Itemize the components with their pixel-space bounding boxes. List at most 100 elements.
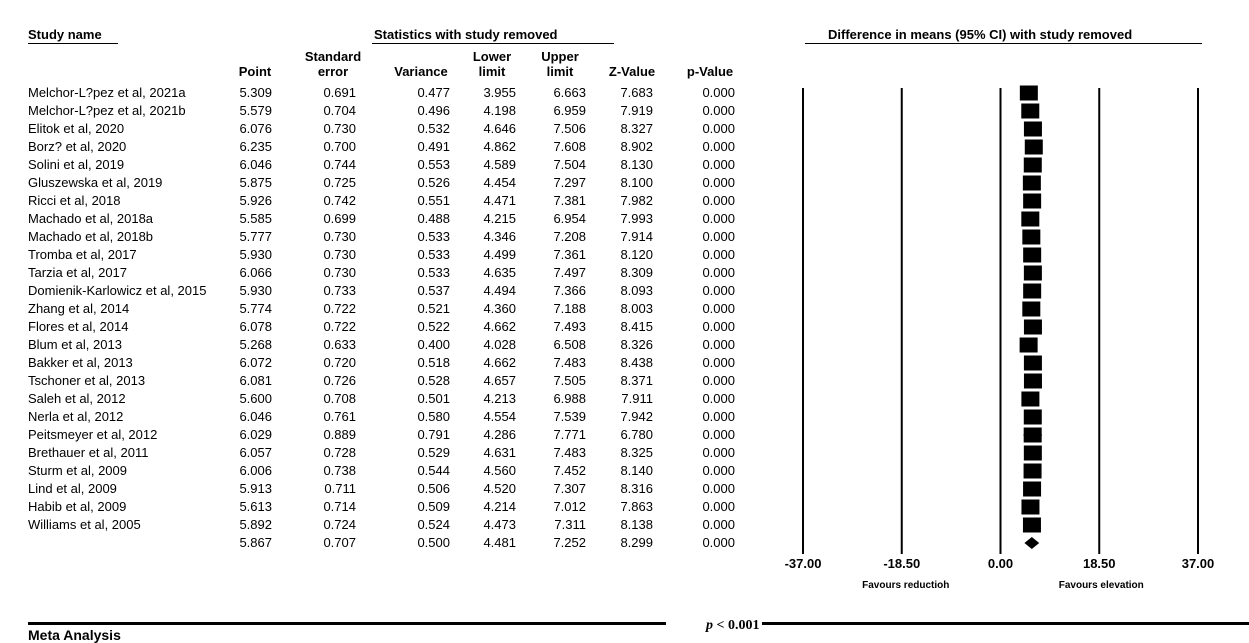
study-name-cell: Blum et al, 2013 [28,337,122,352]
z-cell: 8.316 [620,481,653,496]
z-cell: 8.138 [620,517,653,532]
z-cell: 8.371 [620,373,653,388]
point-cell: 5.930 [239,247,272,262]
se-cell: 0.714 [323,499,356,514]
study-name-cell: Melchor-L?pez et al, 2021a [28,85,186,100]
z-cell: 8.140 [620,463,653,478]
x-tick-label: 18.50 [1083,556,1116,571]
lower-cell: 4.286 [483,427,516,442]
p-cell: 0.000 [702,301,735,316]
se-cell: 0.730 [323,247,356,262]
study-marker [1023,319,1042,335]
table-row: Gluszewska et al, 2019 5.875 0.725 0.526 4.4… [0,174,760,192]
study-name-cell: Sturm et al, 2009 [28,463,127,478]
se-cell: 0.700 [323,139,356,154]
study-marker [1023,373,1042,389]
lower-cell: 3.955 [483,85,516,100]
lower-cell: 4.554 [483,409,516,424]
study-name-cell: Lind et al, 2009 [28,481,117,496]
z-cell: 7.914 [620,229,653,244]
variance-cell: 0.518 [417,355,450,370]
point-cell: 5.579 [239,103,272,118]
study-marker [1023,121,1042,137]
study-name-cell: Saleh et al, 2012 [28,391,126,406]
lower-cell: 4.662 [483,319,516,334]
z-cell: 8.093 [620,283,653,298]
study-marker [1023,409,1042,425]
z-cell: 8.120 [620,247,653,262]
point-cell: 5.892 [239,517,272,532]
p-cell: 0.000 [702,337,735,352]
lower-cell: 4.589 [483,157,516,172]
favours-left-label: Favours reductioh [862,580,949,591]
p-cell: 0.000 [702,103,735,118]
p-threshold: < 0.001 [713,618,760,633]
x-tick-label: 0.00 [988,556,1013,571]
se-cell: 0.733 [323,283,356,298]
p-cell: 0.000 [702,535,735,550]
variance-cell: 0.533 [417,247,450,262]
se-cell: 0.730 [323,121,356,136]
study-name-cell: Nerla et al, 2012 [28,409,124,424]
study-marker [1024,139,1043,155]
upper-cell: 7.539 [553,409,586,424]
study-marker [1021,499,1040,515]
p-cell: 0.000 [702,463,735,478]
upper-cell: 7.505 [553,373,586,388]
lower-cell: 4.560 [483,463,516,478]
table-row: Saleh et al, 2012 5.600 0.708 0.501 4.213 6.9… [0,390,760,408]
upper-cell: 7.188 [553,301,586,316]
p-cell: 0.000 [702,229,735,244]
se-cell: 0.720 [323,355,356,370]
upper-cell: 6.663 [553,85,586,100]
p-cell: 0.000 [702,265,735,280]
se-cell: 0.633 [323,337,356,352]
column-header-lower-line: Lower [472,49,512,64]
upper-cell: 6.508 [553,337,586,352]
z-cell: 8.415 [620,319,653,334]
se-cell: 0.761 [323,409,356,424]
study-marker [1019,337,1038,353]
z-cell: 8.130 [620,157,653,172]
study-name-cell: Brethauer et al, 2011 [28,445,149,460]
variance-cell: 0.524 [417,517,450,532]
x-tick-label: 37.00 [1182,556,1215,571]
plot-group-underline [805,43,1202,44]
upper-cell: 7.311 [554,517,586,532]
table-row: Brethauer et al, 2011 6.057 0.728 0.529 4.63… [0,444,760,462]
table-row: Nerla et al, 2012 6.046 0.761 0.580 4.554 7.5… [0,408,760,426]
p-cell: 0.000 [702,355,735,370]
variance-cell: 0.526 [417,175,450,190]
column-header-z: Z-Value [587,49,677,79]
p-cell: 0.000 [702,139,735,154]
study-name-cell: Zhang et al, 2014 [28,301,130,316]
upper-cell: 7.771 [553,427,586,442]
p-cell: 0.000 [702,499,735,514]
table-row: Borz? et al, 2020 6.235 0.700 0.491 4.862 7.6… [0,138,760,156]
study-name-cell: Machado et al, 2018a [28,211,154,226]
p-cell: 0.000 [702,517,735,532]
upper-cell: 7.483 [553,355,586,370]
table-row: Machado et al, 2018b 5.777 0.730 0.533 4.346… [0,228,760,246]
p-cell: 0.000 [702,85,735,100]
lower-cell: 4.646 [483,121,516,136]
se-cell: 0.722 [323,319,356,334]
column-header-p-line: p-Value [686,64,734,79]
column-header-point: Point [210,49,300,79]
study-name-cell: Bakker et al, 2013 [28,355,133,370]
column-header-upper-line: limit [546,64,574,79]
table-row: Blum et al, 2013 5.268 0.633 0.400 4.028 6.50… [0,336,760,354]
lower-cell: 4.454 [483,175,516,190]
meta-analysis-title: Meta Analysis [28,627,121,643]
variance-cell: 0.488 [417,211,450,226]
study-marker [1023,247,1042,263]
column-header-se-line: error [317,64,349,79]
variance-cell: 0.496 [417,103,450,118]
z-cell: 8.003 [620,301,653,316]
variance-cell: 0.529 [417,445,450,460]
lower-cell: 4.631 [483,445,516,460]
stats-group-underline [372,43,614,44]
footer-rule-right [762,622,1249,625]
variance-cell: 0.528 [417,373,450,388]
study-name-cell: Tschoner et al, 2013 [28,373,146,388]
